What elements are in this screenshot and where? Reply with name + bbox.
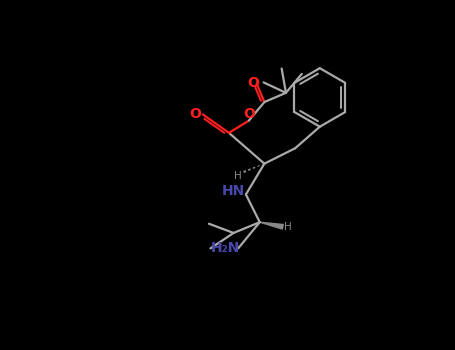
Text: H: H [284, 222, 292, 232]
Text: H₂N: H₂N [211, 240, 241, 254]
Polygon shape [260, 222, 283, 229]
Text: O: O [243, 107, 255, 121]
Text: HN: HN [222, 184, 245, 198]
Text: H: H [233, 171, 241, 181]
Text: O: O [248, 76, 259, 90]
Text: O: O [189, 107, 201, 121]
